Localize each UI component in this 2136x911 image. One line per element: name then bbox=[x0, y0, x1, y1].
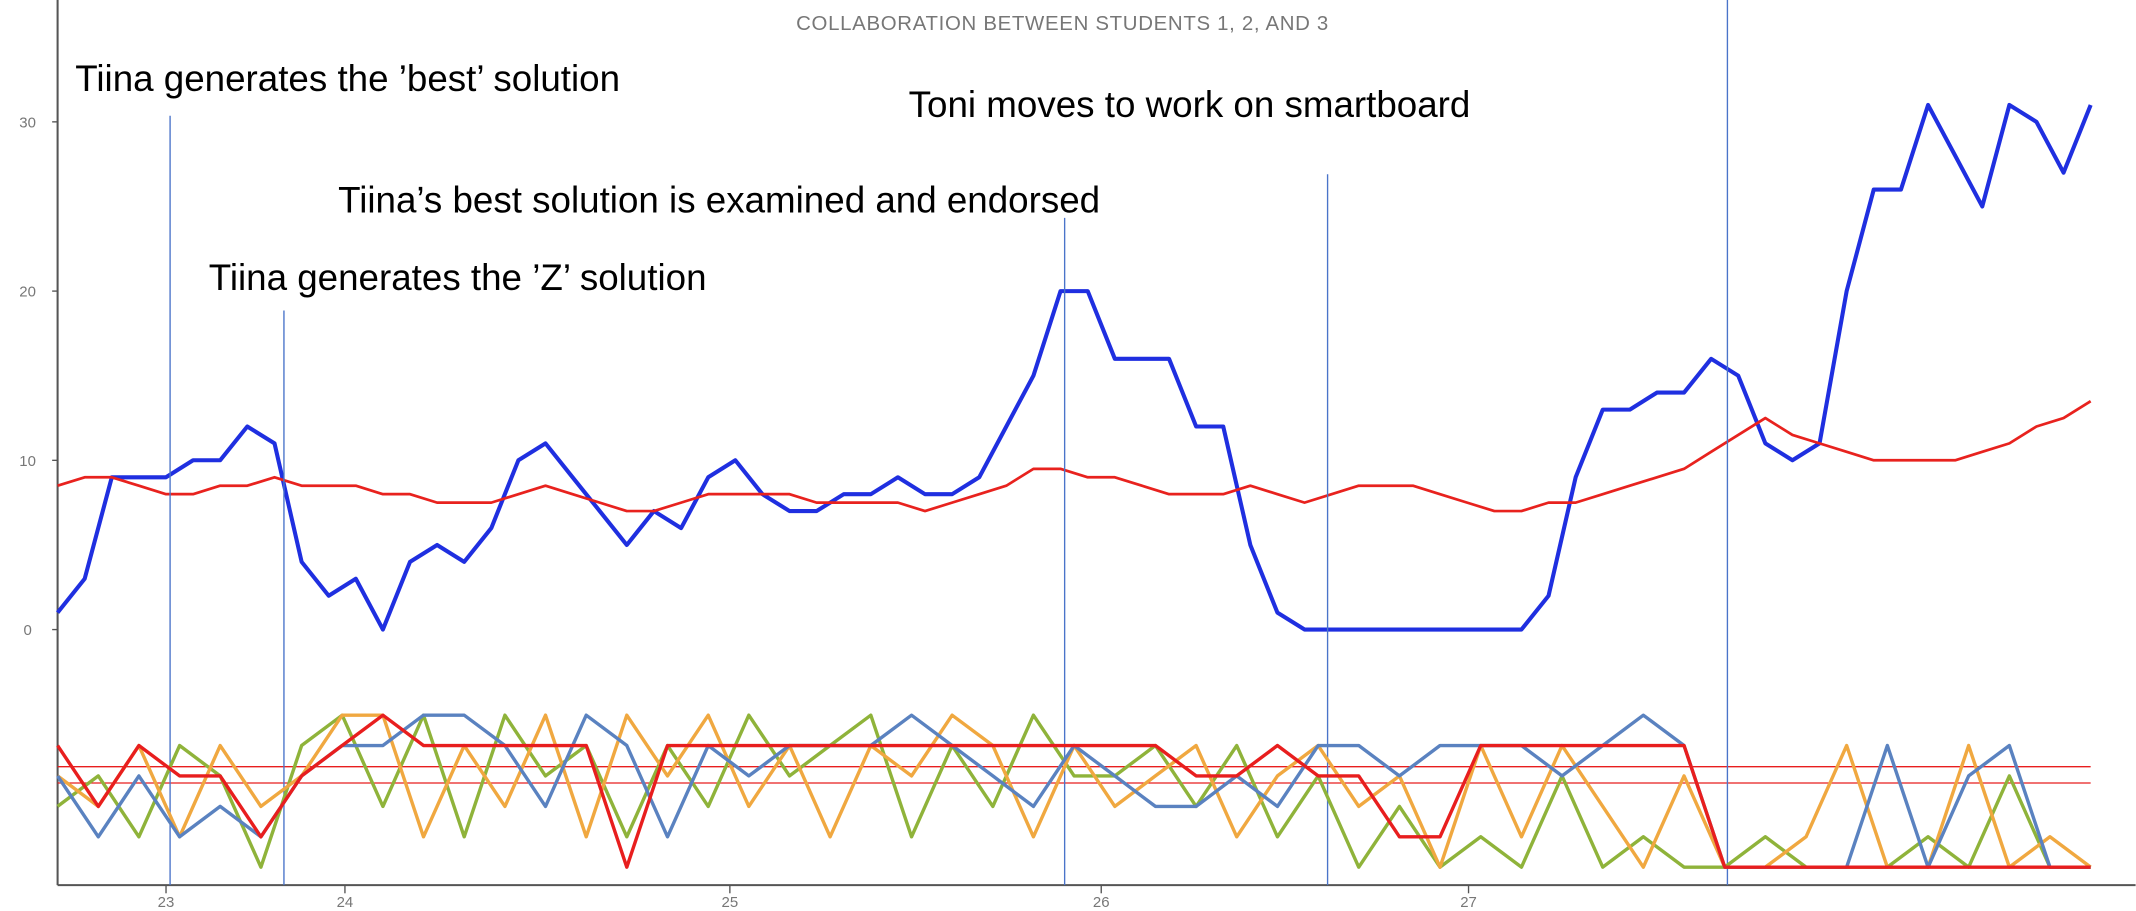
series-line bbox=[56, 713, 2091, 869]
y-tick-label: 30 bbox=[19, 114, 36, 131]
x-tick-label: 25 bbox=[722, 894, 739, 911]
y-tick-label: 10 bbox=[19, 453, 36, 470]
annotation: Tiina generates the ’Z’ solution bbox=[209, 257, 707, 298]
series-line bbox=[56, 713, 2091, 869]
x-tick-label: 24 bbox=[337, 894, 354, 911]
x-tick-label: 27 bbox=[1460, 894, 1477, 911]
x-tick-label: 26 bbox=[1093, 894, 1110, 911]
series-line bbox=[56, 713, 2091, 869]
series-line bbox=[56, 713, 2092, 869]
series-line bbox=[57, 400, 2092, 513]
chart-title: COLLABORATION BETWEEN STUDENTS 1, 2, AND… bbox=[796, 13, 1329, 35]
annotation: Tiina’s best solution is examined and en… bbox=[338, 179, 1100, 220]
y-tick-label: 20 bbox=[19, 284, 36, 301]
y-tick-label: 0 bbox=[23, 622, 31, 639]
x-tick-label: 23 bbox=[158, 894, 175, 911]
series-line bbox=[55, 102, 2093, 632]
annotation: Toni moves to work on smartboard bbox=[909, 84, 1471, 125]
annotation: Tiina generates the ’best’ solution bbox=[75, 58, 620, 99]
